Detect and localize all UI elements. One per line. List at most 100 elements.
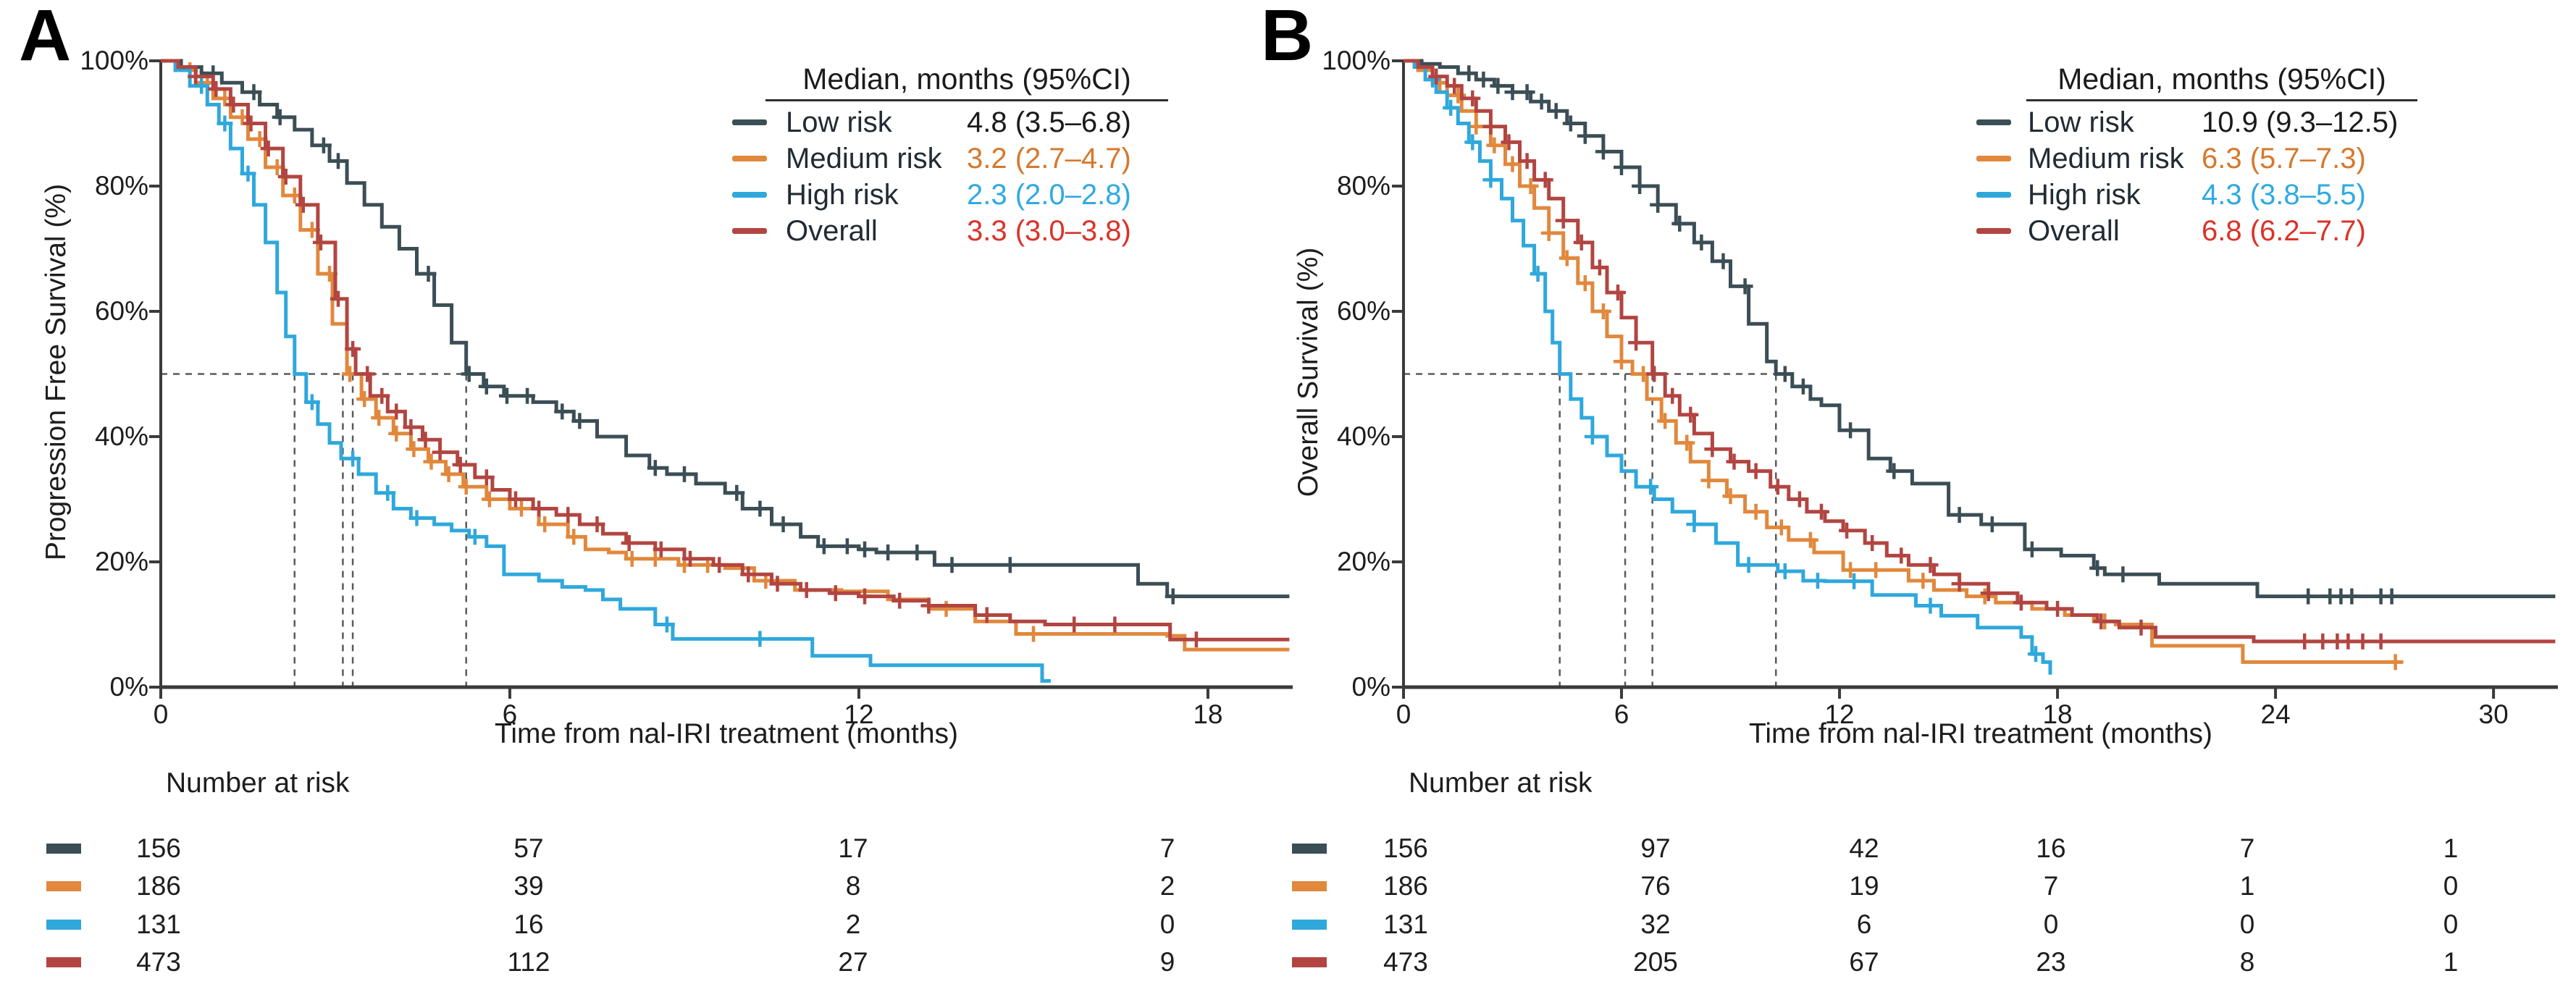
censor-mark-high [1530,266,1546,282]
censor-mark-low [1595,143,1611,160]
high-risk-line-swatch [1976,192,2011,198]
censor-mark-overall [857,588,873,605]
y-tick-label-0pct: 0% [1351,672,1390,702]
censor-mark-overall [417,432,434,448]
censor-mark-overall [2354,633,2371,649]
risk-count-low-m0: 156 [136,833,181,863]
censor-mark-low [1519,84,1535,101]
panel-a-legend-row-medium: Medium risk 3.2 (2.7–4.7) [732,140,1131,177]
censor-mark-high [217,115,233,132]
censor-mark-low [2089,560,2106,576]
legend-median-medium: 6.3 (5.7–7.3) [2202,142,2366,174]
censor-mark-overall [1704,441,1721,458]
censor-mark-medium [1748,503,1764,520]
censor-mark-medium [2387,654,2404,670]
censor-mark-medium [1915,573,1931,589]
censor-mark-low [729,484,745,501]
censor-mark-medium [1540,224,1557,241]
censor-mark-overall [1839,522,1855,539]
censor-mark-low [909,544,926,560]
censor-mark-low [1984,516,2000,533]
censor-mark-high [345,450,361,467]
legend-label-overall: Overall [2028,214,2120,247]
censor-mark-medium [371,410,387,426]
legend-median-high: 2.3 (2.0–2.8) [967,178,1131,211]
risk-count-overall-m12: 27 [838,947,868,977]
censor-mark-overall [2133,619,2149,636]
censor-mark-overall [769,576,786,592]
censor-mark-high [1809,573,1826,589]
censor-mark-overall [388,403,405,420]
y-tick-label-60pct: 60% [94,296,148,326]
censor-mark-medium [481,491,498,508]
risk-count-high-m6: 16 [513,909,544,939]
censor-mark-overall [208,80,225,97]
medium-risk-line-swatch [732,156,767,161]
censor-mark-medium [1450,87,1467,104]
censor-mark-medium [356,391,373,408]
censor-mark-medium [624,550,640,567]
y-tick-label-100pct: 100% [80,46,148,75]
y-tick-label-20pct: 20% [94,547,148,576]
censor-mark-medium [1577,275,1593,292]
y-tick-label-100pct: 100% [1322,46,1390,75]
censor-mark-overall [277,169,294,185]
censor-mark-medium [406,441,422,458]
censor-mark-high [1642,479,1659,495]
legend-median-overall: 3.3 (3.0–3.8) [967,214,1131,247]
censor-mark-overall [920,597,937,614]
risk-count-high-m0: 131 [1383,909,1428,939]
panel-a-number-at-risk-label: Number at risk [166,768,350,799]
risk-count-low-m12: 42 [1849,833,1879,863]
censor-mark-overall [2013,594,2029,611]
risk-count-high-m6: 32 [1640,909,1671,939]
censor-mark-low [1776,366,1793,382]
censor-mark-medium [440,466,457,482]
censor-mark-overall [827,585,844,602]
censor-mark-high [1686,516,1703,533]
censor-mark-high [303,394,320,411]
censor-mark-overall [2340,633,2357,649]
legend-median-overall: 6.8 (6.2–7.7) [2202,214,2366,247]
censor-mark-low [1671,215,1688,232]
censor-mark-low [839,538,855,555]
censor-mark-high [1776,563,1793,579]
censor-mark-medium [458,479,474,495]
risk-count-medium-m12: 19 [1849,871,1879,901]
x-tick-label-6: 6 [502,699,518,729]
legend-label-high: High risk [786,178,899,211]
censor-mark-overall [531,500,547,517]
censor-mark-low [676,466,692,482]
censor-mark-low [272,109,288,125]
risk-count-high-m0: 131 [136,909,181,939]
y-tick-label-80pct: 80% [1336,171,1390,201]
legend-label-medium: Medium risk [2028,142,2184,174]
censor-mark-overall [1519,153,1535,169]
censor-mark-overall [1188,631,1204,648]
censor-mark-overall [978,607,995,623]
censor-mark-low [775,516,792,533]
risk-count-high-m24: 0 [2239,909,2255,939]
censor-mark-overall [1482,118,1499,135]
high-risk-row-swatch [46,920,81,930]
censor-mark-low [2115,566,2131,583]
panel-a-legend-row-low: Low risk 4.8 (3.5–6.8) [732,104,1131,140]
censor-mark-overall [2372,633,2389,649]
y-tick-label-0pct: 0% [109,672,148,702]
censor-mark-overall [1107,616,1123,633]
censor-mark-overall [1446,77,1463,94]
x-tick-label-6: 6 [1614,699,1629,729]
legend-label-high: High risk [2028,178,2141,211]
x-tick-label-24: 24 [2260,699,2291,729]
overall-risk-row-swatch [1292,957,1327,967]
x-tick-label-18: 18 [1193,699,1223,729]
censor-mark-low [1490,77,1506,94]
risk-count-medium-m0: 186 [136,871,181,901]
censor-mark-low [315,137,332,154]
censor-mark-overall [1428,68,1445,85]
censor-mark-low [1951,507,1968,523]
censor-mark-low [1562,115,1579,132]
censor-mark-overall [243,115,259,132]
censor-mark-low [1795,378,1811,395]
risk-count-high-m18: 0 [1159,909,1175,939]
